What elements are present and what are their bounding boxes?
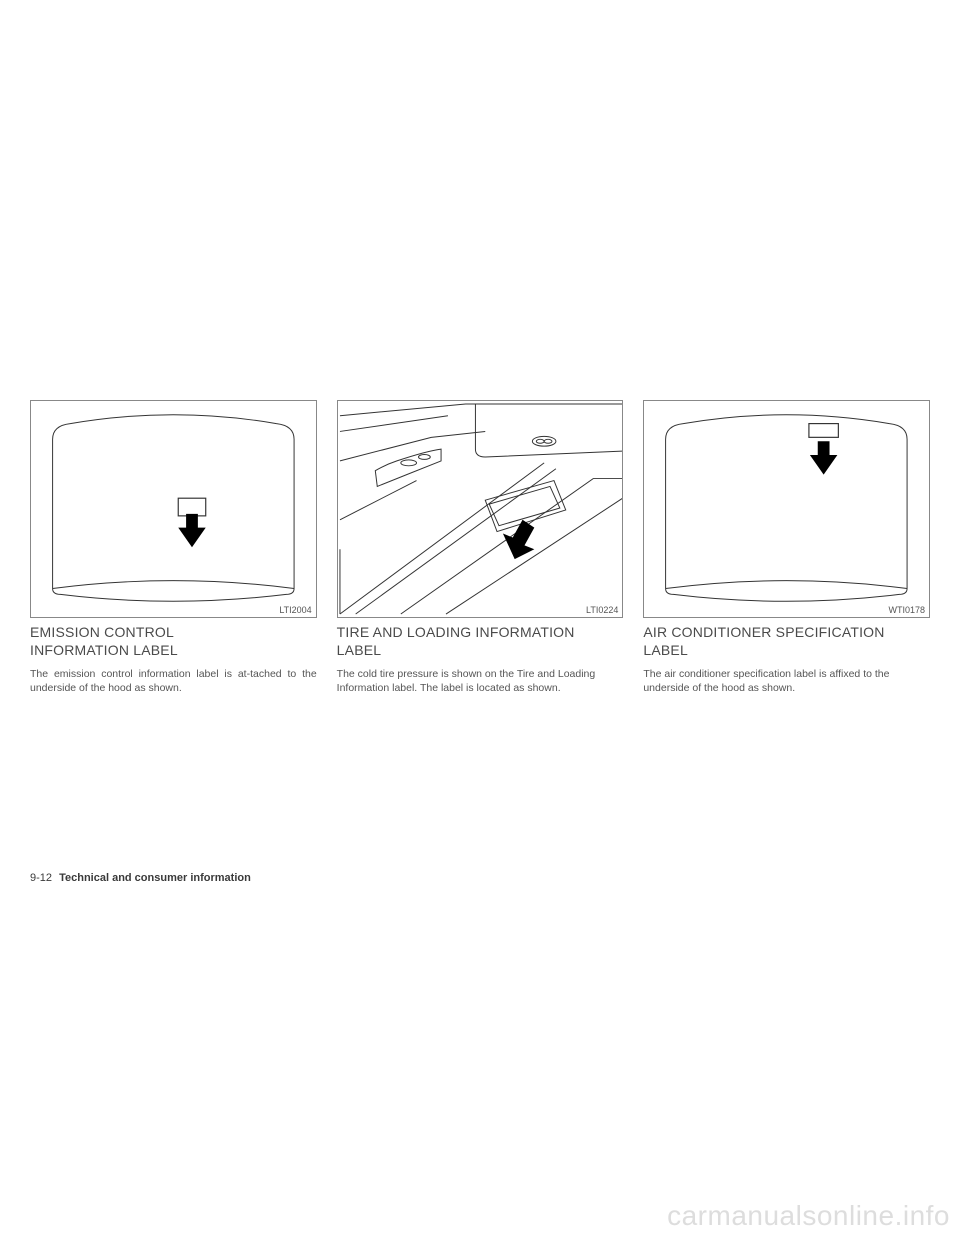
section-title-ac: AIR CONDITIONER SPECIFICATION LABEL [643,624,930,659]
hood-diagram-2 [644,401,929,617]
figure-emission: LTI2004 [30,400,317,618]
body-text: The air conditioner specification label … [643,667,930,695]
page-footer: 9-12 Technical and consumer information [30,872,251,884]
title-line: INFORMATION LABEL [30,642,178,658]
title-line: LABEL [337,642,382,658]
watermark: carmanualsonline.info [667,1200,950,1232]
column-emission: LTI2004 EMISSION CONTROL INFORMATION LAB… [30,400,317,695]
title-line: AIR CONDITIONER SPECIFICATION [643,624,884,640]
title-line: TIRE AND LOADING INFORMATION [337,624,575,640]
body-text: The emission control information label i… [30,667,317,695]
column-ac: WTI0178 AIR CONDITIONER SPECIFICATION LA… [643,400,930,695]
section-title-tire: TIRE AND LOADING INFORMATION LABEL [337,624,624,659]
page-number: 9-12 [30,872,52,884]
figure-ac: WTI0178 [643,400,930,618]
title-line: LABEL [643,642,688,658]
footer-section: Technical and consumer information [59,872,251,884]
title-line: EMISSION CONTROL [30,624,174,640]
section-title-emission: EMISSION CONTROL INFORMATION LABEL [30,624,317,659]
figure-id: LTI0224 [586,605,618,615]
figure-id: WTI0178 [889,605,926,615]
door-sill-diagram [338,401,623,617]
hood-diagram-1 [31,401,316,617]
body-text: The cold tire pressure is shown on the T… [337,667,624,695]
column-tire: LTI0224 TIRE AND LOADING INFORMATION LAB… [337,400,624,695]
page-content: LTI2004 EMISSION CONTROL INFORMATION LAB… [30,400,930,695]
figure-id: LTI2004 [279,605,311,615]
figure-tire: LTI0224 [337,400,624,618]
